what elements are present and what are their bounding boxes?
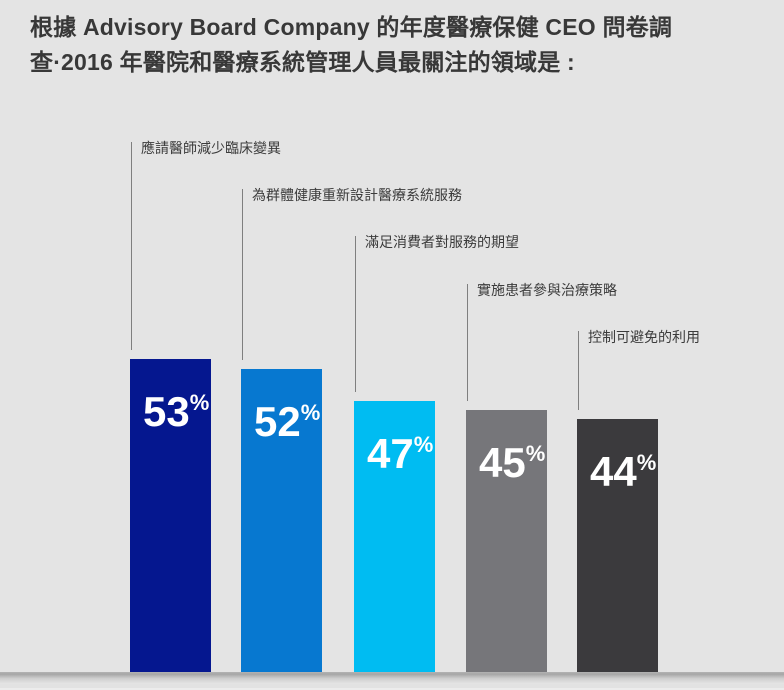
bar-value-number: 45 <box>479 439 526 486</box>
bar: 52% <box>241 369 322 672</box>
leader-line <box>242 189 243 360</box>
bar-value-unit: % <box>636 450 657 475</box>
bar-value-number: 44 <box>590 448 637 495</box>
page-title: 根據 Advisory Board Company 的年度醫療保健 CEO 問卷… <box>30 10 754 80</box>
category-label: 實施患者參與治療策略 <box>477 282 617 298</box>
page-edge-shadow <box>0 672 784 684</box>
category-label: 滿足消費者對服務的期望 <box>365 234 519 250</box>
bar: 53% <box>130 359 211 672</box>
category-label: 為群體健康重新設計醫療系統服務 <box>252 187 462 203</box>
bar-value-label: 45% <box>479 439 546 486</box>
leader-line <box>131 142 132 350</box>
bar-value-label: 47% <box>367 430 434 477</box>
bar-value-number: 53 <box>143 388 190 435</box>
leader-line <box>355 236 356 392</box>
bar: 44% <box>577 419 658 672</box>
bar-value-unit: % <box>189 390 210 415</box>
leader-line <box>578 331 579 410</box>
leader-line <box>467 284 468 401</box>
category-label: 應請醫師減少臨床變異 <box>141 140 281 156</box>
bar-value-number: 52 <box>254 398 301 445</box>
bar: 45% <box>466 410 547 672</box>
bar-value-label: 53% <box>143 388 210 435</box>
bar: 47% <box>354 401 435 672</box>
bar-value-unit: % <box>300 400 321 425</box>
bar-value-label: 44% <box>590 448 657 495</box>
page-title-line-2: 查·2016 年醫院和醫療系統管理人員最關注的領域是 : <box>30 49 575 75</box>
page-gap <box>0 684 784 690</box>
bar-value-unit: % <box>413 432 434 457</box>
bar-value-label: 52% <box>254 398 321 445</box>
bar-value-unit: % <box>525 441 546 466</box>
bar-value-number: 47 <box>367 430 414 477</box>
category-label: 控制可避免的利用 <box>588 329 700 345</box>
page-title-line-1: 根據 Advisory Board Company 的年度醫療保健 CEO 問卷… <box>30 14 673 40</box>
